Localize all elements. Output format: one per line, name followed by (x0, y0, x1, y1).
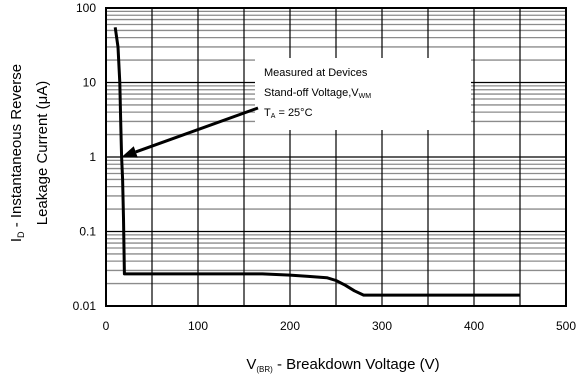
x-tick-label: 0 (103, 319, 110, 333)
annotation: Measured at Devices Stand-off Voltage,VW… (121, 58, 471, 158)
annotation-line1: Measured at Devices (264, 67, 368, 79)
grid-layer (106, 7, 566, 307)
y-tick-label: 0.1 (79, 225, 96, 239)
y-tick-label: 0.01 (73, 299, 97, 313)
y-tick-label: 100 (76, 1, 96, 15)
y-axis-title-subscript: D (16, 231, 26, 238)
y-axis-title-rest: - Instantaneous Reverse (8, 64, 25, 232)
annotation-line3-main: T (264, 107, 271, 119)
annotation-arrow (135, 106, 259, 154)
annotation-line2: Stand-off Voltage,VWM (264, 87, 371, 100)
x-axis-title-prefix: V (246, 356, 256, 373)
series-layer (113, 27, 520, 297)
y-axis-title-line1: ID - Instantaneous Reverse (8, 64, 26, 242)
x-axis-title: V(BR) - Breakdown Voltage (V) (246, 356, 439, 374)
x-tick-label: 100 (188, 319, 208, 333)
x-tick-labels: 0 100 200 300 400 500 (103, 319, 577, 333)
plot-frame (105, 7, 567, 307)
x-tick-label: 200 (280, 319, 300, 333)
annotation-box (255, 58, 471, 130)
y-tick-labels: 0.01 0.1 1 10 100 (73, 1, 97, 313)
y-axis-title-line2: Leakage Current (μA) (34, 81, 51, 226)
x-axis-title-subscript: (BR) (256, 365, 273, 374)
annotation-line2-main: Stand-off Voltage,V (264, 87, 359, 99)
series-line (113, 27, 520, 297)
y-tick-label: 10 (83, 76, 97, 90)
y-tick-label: 1 (89, 150, 96, 164)
annotation-line2-subscript: WM (359, 93, 372, 100)
x-axis-title-rest: - Breakdown Voltage (V) (273, 356, 440, 373)
annotation-line3-subscript: A (271, 113, 276, 120)
x-tick-label: 400 (464, 319, 484, 333)
x-tick-label: 300 (372, 319, 392, 333)
y-axis-title-prefix: I (8, 238, 25, 242)
annotation-line3-rest: = 25°C (275, 107, 312, 119)
annotation-line3: TA = 25°C (264, 107, 313, 120)
annotation-arrow-head (121, 146, 138, 158)
x-tick-label: 500 (556, 319, 576, 333)
